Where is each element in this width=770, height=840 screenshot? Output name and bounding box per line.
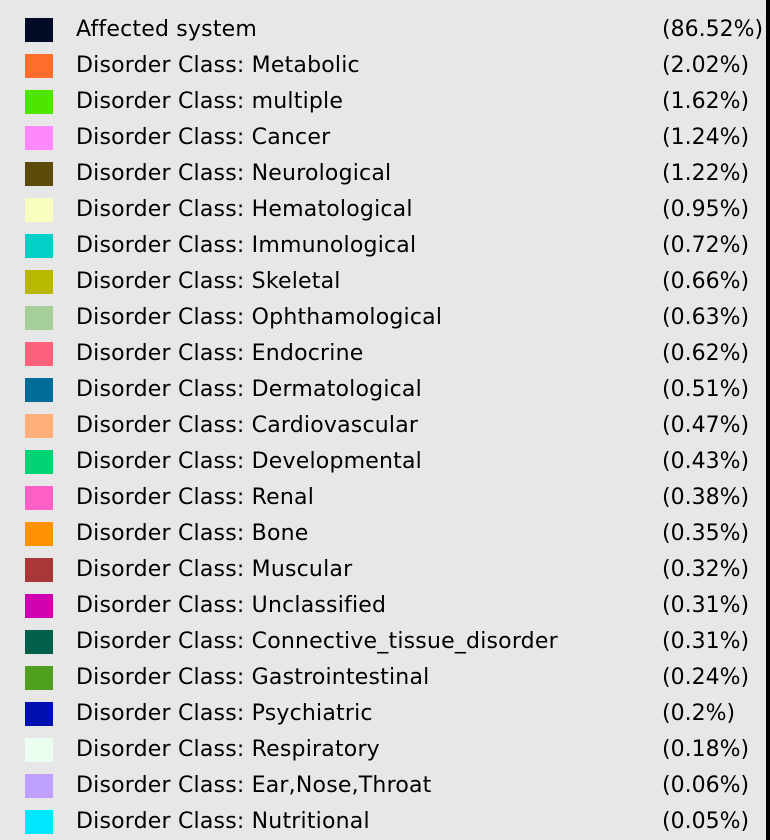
legend-label: Disorder Class: Skeletal	[76, 269, 341, 294]
legend-label: Disorder Class: Psychiatric	[76, 701, 373, 726]
color-swatch	[25, 18, 53, 42]
legend-item: Disorder Class: Endocrine (0.62%)	[0, 336, 766, 372]
legend-percent: (1.62%)	[662, 89, 750, 114]
legend-percent: (0.24%)	[662, 665, 750, 690]
legend-percent: (1.24%)	[662, 125, 750, 150]
color-swatch	[25, 234, 53, 258]
legend-percent: (0.2%)	[662, 701, 736, 726]
legend-item: Disorder Class: Immunological (0.72%)	[0, 228, 766, 264]
legend-label: Disorder Class: Neurological	[76, 161, 392, 186]
color-swatch	[25, 774, 53, 798]
color-swatch	[25, 594, 53, 618]
legend-label: Disorder Class: Ear,Nose,Throat	[76, 773, 432, 798]
legend-item: Disorder Class: Bone (0.35%)	[0, 516, 766, 552]
color-swatch	[25, 90, 53, 114]
legend-percent: (0.47%)	[662, 413, 750, 438]
legend-label: Disorder Class: Ophthamological	[76, 305, 443, 330]
legend-percent: (0.06%)	[662, 773, 750, 798]
color-swatch	[25, 162, 53, 186]
legend-label: Disorder Class: Muscular	[76, 557, 353, 582]
legend-label: Disorder Class: Renal	[76, 485, 315, 510]
legend-item: Disorder Class: Dermatological (0.51%)	[0, 372, 766, 408]
legend-item: Disorder Class: Unclassified (0.31%)	[0, 588, 766, 624]
legend-label: Disorder Class: Hematological	[76, 197, 413, 222]
color-swatch	[25, 198, 53, 222]
color-swatch	[25, 522, 53, 546]
legend-item: Disorder Class: multiple (1.62%)	[0, 84, 766, 120]
legend-list: Affected system (86.52%) Disorder Class: M…	[0, 12, 766, 840]
color-swatch	[25, 126, 53, 150]
color-swatch	[25, 702, 53, 726]
legend-label: Disorder Class: Cardiovascular	[76, 413, 419, 438]
legend-label: Disorder Class: Dermatological	[76, 377, 422, 402]
legend-percent: (0.62%)	[662, 341, 750, 366]
legend-item: Disorder Class: Neurological (1.22%)	[0, 156, 766, 192]
color-swatch	[25, 342, 53, 366]
legend-item: Disorder Class: Gastrointestinal (0.24%)	[0, 660, 766, 696]
legend-percent: (0.05%)	[662, 809, 750, 834]
legend-percent: (0.72%)	[662, 233, 750, 258]
legend-item: Disorder Class: Hematological (0.95%)	[0, 192, 766, 228]
color-swatch	[25, 810, 53, 834]
color-swatch	[25, 378, 53, 402]
legend-item: Disorder Class: Ophthamological (0.63%)	[0, 300, 766, 336]
legend-percent: (2.02%)	[662, 53, 750, 78]
color-swatch	[25, 558, 53, 582]
legend-item: Disorder Class: Nutritional (0.05%)	[0, 804, 766, 840]
legend-item: Disorder Class: Connective_tissue_disord…	[0, 624, 766, 660]
color-swatch	[25, 486, 53, 510]
legend-percent: (0.18%)	[662, 737, 750, 762]
legend-label: Disorder Class: Cancer	[76, 125, 331, 150]
color-swatch	[25, 306, 53, 330]
legend-percent: (0.31%)	[662, 629, 750, 654]
color-swatch	[25, 414, 53, 438]
legend-percent: (0.43%)	[662, 449, 750, 474]
legend-percent: (1.22%)	[662, 161, 750, 186]
color-swatch	[25, 450, 53, 474]
legend-label: Affected system	[76, 17, 258, 42]
legend-item: Disorder Class: Cardiovascular (0.47%)	[0, 408, 766, 444]
legend-percent: (0.63%)	[662, 305, 750, 330]
legend-label: Disorder Class: Nutritional	[76, 809, 370, 834]
legend-label: Disorder Class: Developmental	[76, 449, 422, 474]
legend-percent: (86.52%)	[662, 17, 764, 42]
legend-percent: (0.32%)	[662, 557, 750, 582]
legend-label: Disorder Class: multiple	[76, 89, 344, 114]
legend-label: Disorder Class: Connective_tissue_disord…	[76, 629, 558, 654]
legend-percent: (0.31%)	[662, 593, 750, 618]
legend-item: Affected system (86.52%)	[0, 12, 766, 48]
legend-item: Disorder Class: Developmental (0.43%)	[0, 444, 766, 480]
color-swatch	[25, 630, 53, 654]
legend-item: Disorder Class: Respiratory (0.18%)	[0, 732, 766, 768]
legend-percent: (0.35%)	[662, 521, 750, 546]
legend-label: Disorder Class: Gastrointestinal	[76, 665, 430, 690]
legend-item: Disorder Class: Muscular (0.32%)	[0, 552, 766, 588]
legend-percent: (0.51%)	[662, 377, 750, 402]
legend-percent: (0.66%)	[662, 269, 750, 294]
legend-label: Disorder Class: Endocrine	[76, 341, 364, 366]
legend-label: Disorder Class: Metabolic	[76, 53, 360, 78]
legend-percent: (0.38%)	[662, 485, 750, 510]
legend-label: Disorder Class: Unclassified	[76, 593, 387, 618]
legend-item: Disorder Class: Renal (0.38%)	[0, 480, 766, 516]
color-swatch	[25, 54, 53, 78]
legend-item: Disorder Class: Ear,Nose,Throat (0.06%)	[0, 768, 766, 804]
color-swatch	[25, 738, 53, 762]
legend-label: Disorder Class: Immunological	[76, 233, 417, 258]
color-swatch	[25, 270, 53, 294]
legend-item: Disorder Class: Psychiatric (0.2%)	[0, 696, 766, 732]
legend-item: Disorder Class: Skeletal (0.66%)	[0, 264, 766, 300]
legend-item: Disorder Class: Cancer (1.24%)	[0, 120, 766, 156]
legend-label: Disorder Class: Bone	[76, 521, 309, 546]
color-swatch	[25, 666, 53, 690]
legend-label: Disorder Class: Respiratory	[76, 737, 380, 762]
legend-percent: (0.95%)	[662, 197, 750, 222]
legend-item: Disorder Class: Metabolic (2.02%)	[0, 48, 766, 84]
